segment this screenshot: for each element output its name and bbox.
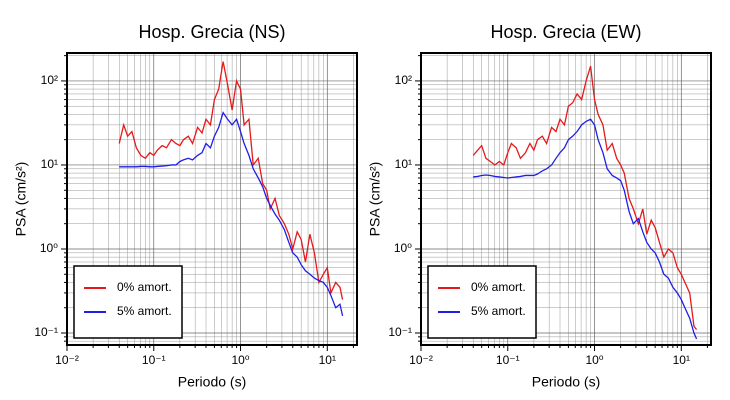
chart: Hosp. Grecia (EW) Periodo (s) PSA (cm/s²) 1… xyxy=(367,22,712,390)
x-axis-label: Periodo (s) xyxy=(178,374,246,390)
x-tick-label: 10¹ xyxy=(319,353,336,367)
y-tick-label: 10⁻¹ xyxy=(34,325,58,339)
legend-box xyxy=(427,265,537,339)
legend-label: 0% amort. xyxy=(117,280,172,294)
chart: Hosp. Grecia (NS) Periodo (s) PSA (cm/s²) 1… xyxy=(13,22,358,390)
y-tick-label: 10² xyxy=(41,73,58,87)
y-tick-label: 10² xyxy=(395,73,412,87)
legend-label: 0% amort. xyxy=(471,280,526,294)
y-tick-label: 10⁰ xyxy=(394,241,412,255)
legend-box xyxy=(73,265,183,339)
y-tick-label: 10⁻¹ xyxy=(388,325,412,339)
x-tick-label: 10¹ xyxy=(673,353,690,367)
series-line xyxy=(472,65,698,330)
x-tick-label: 10⁰ xyxy=(585,353,603,367)
x-tick-label: 10⁰ xyxy=(231,353,249,367)
series-line xyxy=(119,111,344,317)
x-tick-label: 10⁻² xyxy=(409,353,433,367)
x-tick-label: 10⁻¹ xyxy=(496,353,520,367)
y-tick-label: 10¹ xyxy=(41,157,58,171)
legend-label: 5% amort. xyxy=(471,304,526,318)
series-line xyxy=(118,61,344,300)
y-axis-label: PSA (cm/s²) xyxy=(13,162,29,237)
y-tick-label: 10¹ xyxy=(395,157,412,171)
y-tick-label: 10⁰ xyxy=(40,241,58,255)
x-tick-label: 10⁻² xyxy=(55,353,79,367)
chart-title: Hosp. Grecia (EW) xyxy=(490,22,641,42)
plot-frame xyxy=(66,52,358,346)
chart-title: Hosp. Grecia (NS) xyxy=(138,22,285,42)
x-axis-label: Periodo (s) xyxy=(532,374,600,390)
series-line xyxy=(473,118,698,340)
legend-label: 5% amort. xyxy=(117,304,172,318)
plot-frame xyxy=(420,52,712,346)
y-axis-label: PSA (cm/s²) xyxy=(367,162,383,237)
x-tick-label: 10⁻¹ xyxy=(142,353,166,367)
